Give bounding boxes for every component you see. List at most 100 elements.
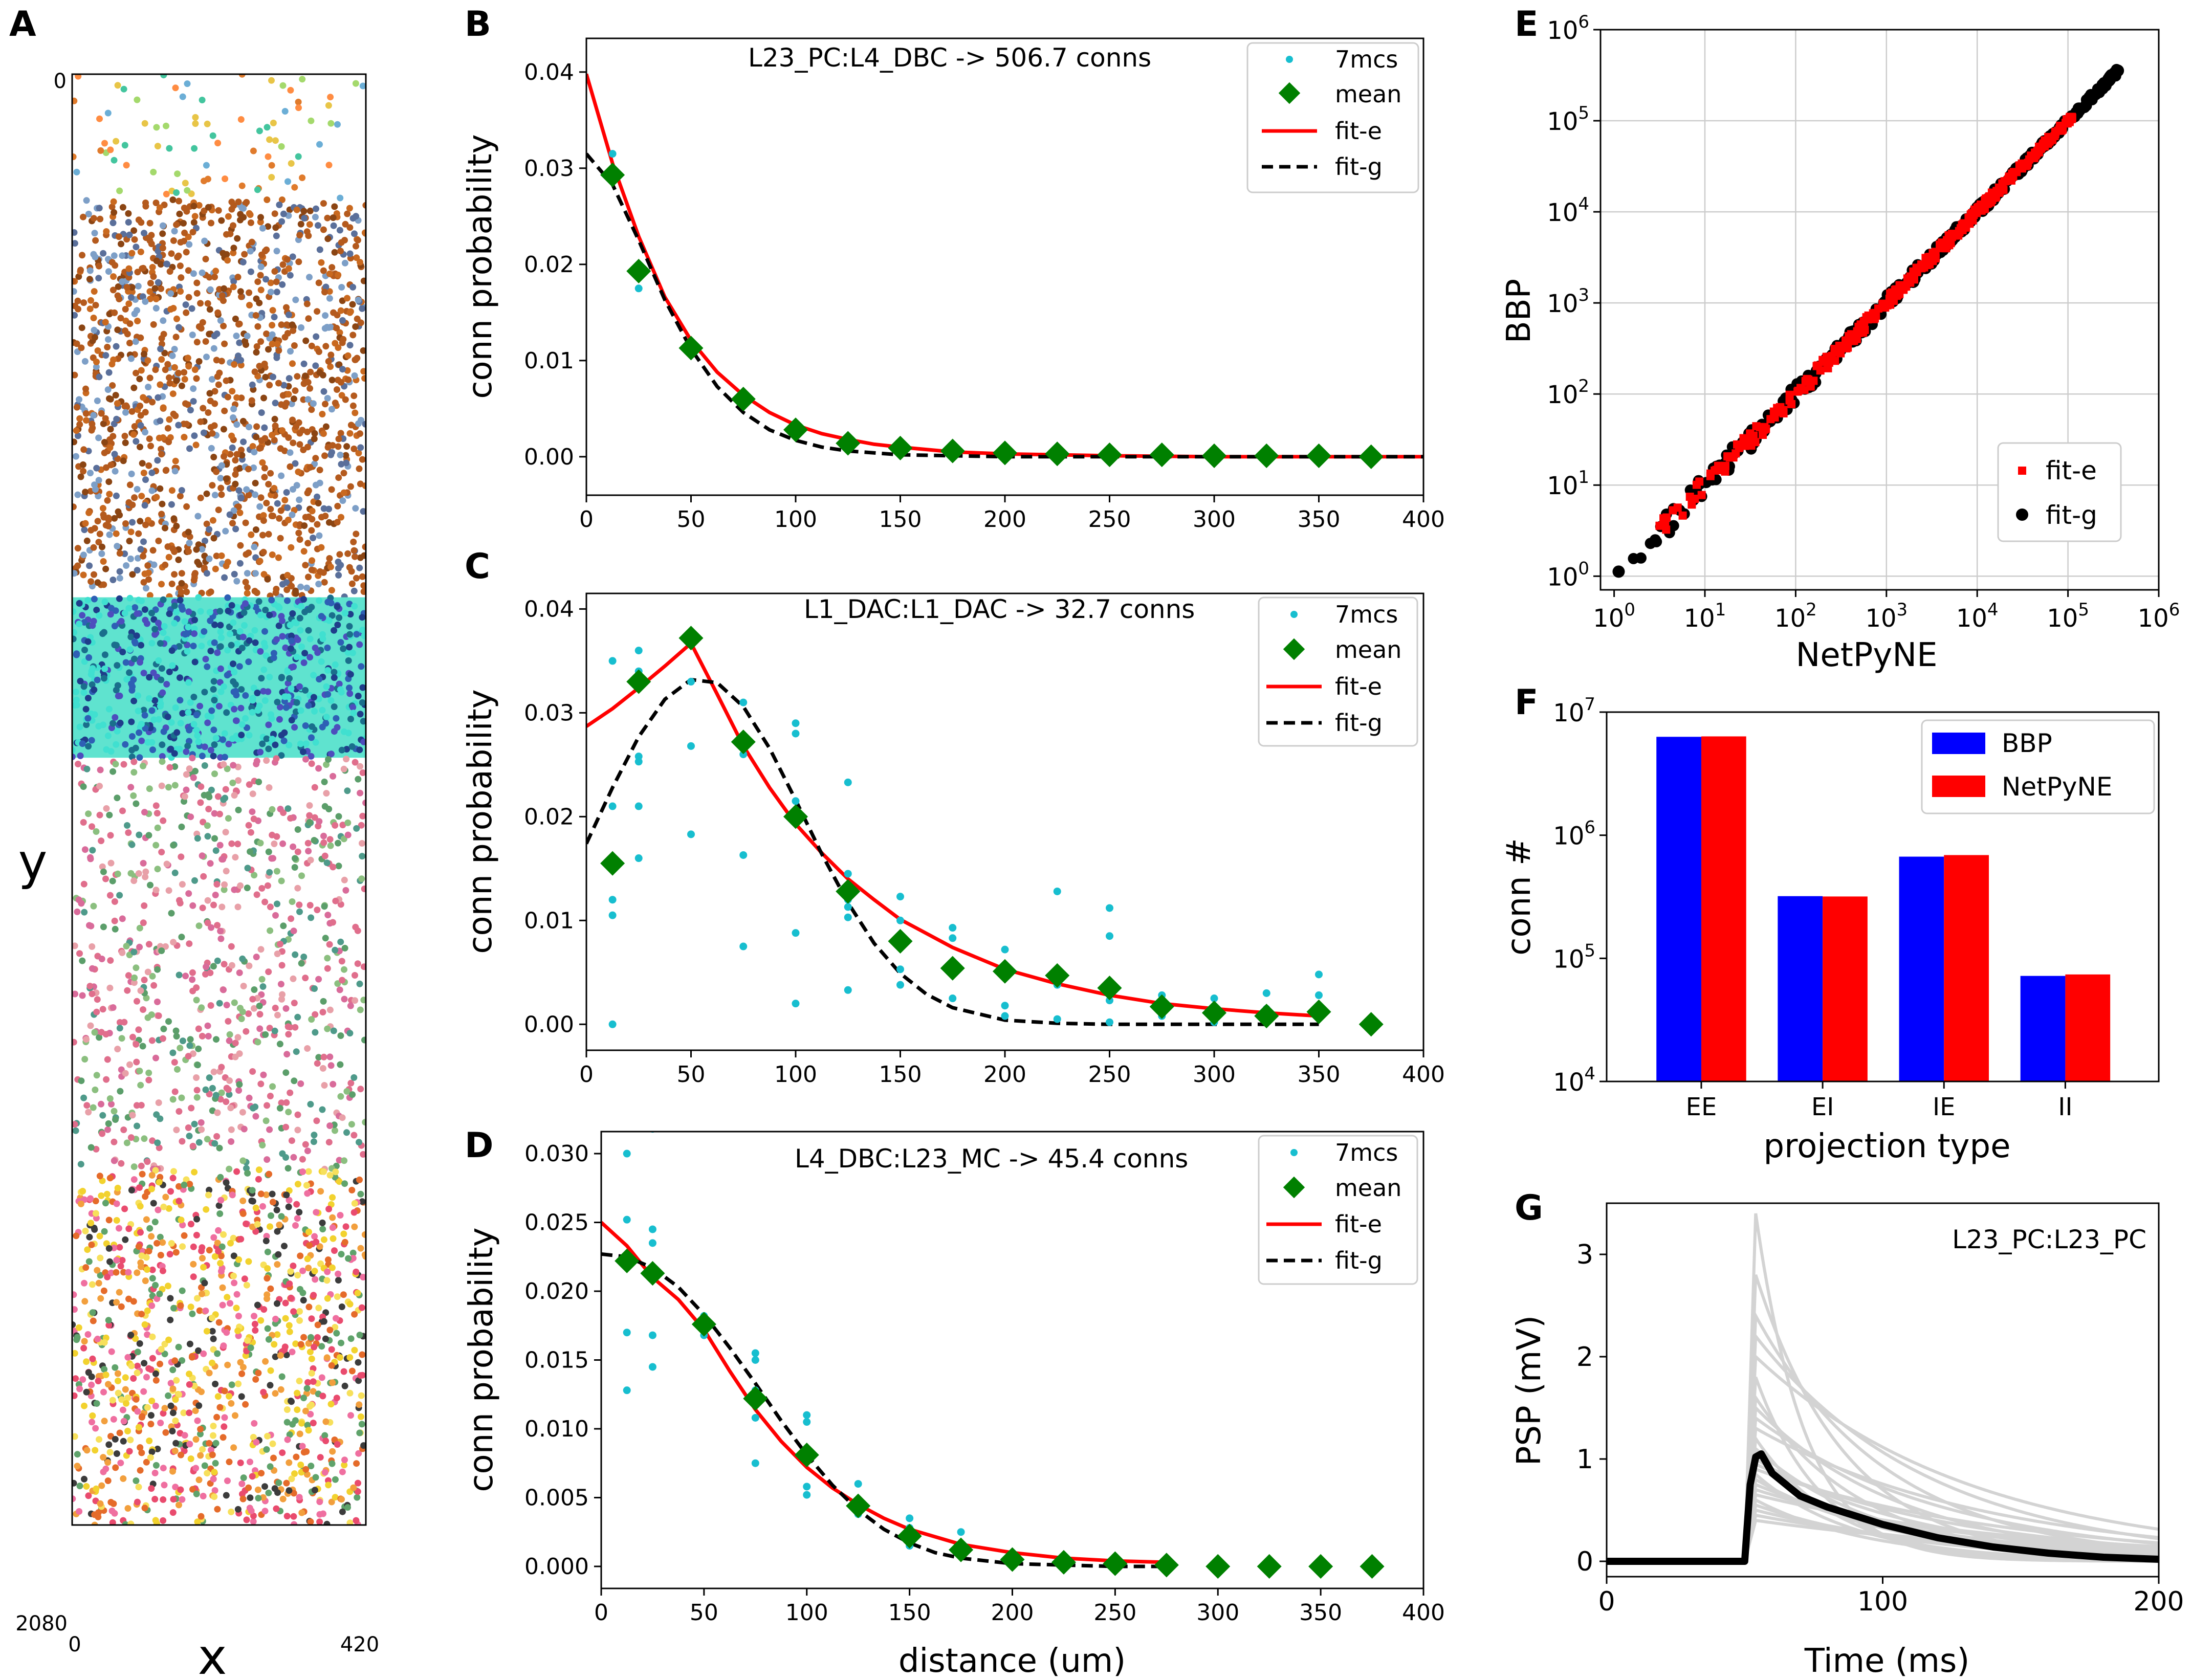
neuron-dot-l4 <box>155 716 162 723</box>
neuron-dot-l23 <box>164 543 171 550</box>
panel-d-mean-point <box>1205 1554 1231 1579</box>
neuron-dot-l4 <box>159 753 166 760</box>
neuron-dot-l5 <box>96 811 103 819</box>
neuron-dot-l23 <box>130 384 138 391</box>
panel-c-7mcs-point <box>949 924 957 932</box>
neuron-dot-l6 <box>178 1451 184 1458</box>
neuron-dot-l6 <box>245 1258 252 1265</box>
neuron-dot-l4 <box>113 642 120 649</box>
neuron-dot-l4 <box>217 622 224 629</box>
neuron-dot-l6 <box>130 1375 137 1382</box>
neuron-dot-l6 <box>109 1519 116 1525</box>
neuron-dot-l5 <box>136 1068 143 1074</box>
neuron-dot-l6 <box>297 1462 304 1468</box>
neuron-dot-l4 <box>291 724 298 731</box>
neuron-dot-l6 <box>286 1280 293 1287</box>
panel-c-x-tick-label: 350 <box>1298 1062 1341 1088</box>
neuron-dot-l23 <box>74 491 81 498</box>
neuron-dot-l23 <box>331 249 338 256</box>
neuron-dot-l6 <box>351 1200 358 1207</box>
neuron-dot-l5 <box>249 790 256 798</box>
neuron-dot-l23 <box>93 363 100 370</box>
neuron-dot-l5 <box>220 761 227 768</box>
neuron-dot-l6 <box>87 1220 94 1227</box>
neuron-dot-l23 <box>147 280 154 286</box>
neuron-dot-l5 <box>171 782 179 789</box>
neuron-dot-l23 <box>302 514 309 521</box>
neuron-dot-l5 <box>347 1002 354 1009</box>
neuron-dot-l5 <box>109 768 117 775</box>
neuron-dot-l23 <box>362 421 366 428</box>
neuron-dot-l6 <box>251 1320 258 1328</box>
neuron-dot-l6 <box>316 1518 323 1525</box>
neuron-dot-l5 <box>249 996 256 1003</box>
neuron-dot-l1 <box>120 85 127 93</box>
neuron-dot-l5 <box>210 1068 217 1075</box>
panel-d-legend-fit-g: fit-g <box>1335 1247 1383 1274</box>
neuron-dot-l5 <box>172 1027 180 1034</box>
neuron-dot-l6 <box>310 1292 317 1299</box>
neuron-dot-l5 <box>176 971 183 979</box>
neuron-dot-l23 <box>116 550 123 557</box>
panel-d-title: L4_DBC:L23_MC -> 45.4 conns <box>795 1144 1188 1174</box>
panel-c-7mcs-point <box>896 965 904 974</box>
neuron-dot-l23 <box>288 583 295 590</box>
neuron-dot-l6 <box>304 1379 312 1386</box>
neuron-dot-l23 <box>82 410 90 417</box>
neuron-dot-l1 <box>114 82 121 89</box>
panel-d-mean-point <box>640 1261 665 1286</box>
neuron-dot-l23 <box>295 258 302 266</box>
neuron-dot-l23 <box>157 381 164 388</box>
neuron-dot-l6 <box>95 1378 102 1384</box>
neuron-dot-l5 <box>330 919 336 926</box>
neuron-dot-l5 <box>195 1045 202 1052</box>
neuron-dot-l5 <box>194 1062 201 1069</box>
neuron-dot-l23 <box>288 400 295 407</box>
neuron-dot-l6 <box>108 1508 116 1514</box>
neuron-dot-l23 <box>145 569 152 577</box>
neuron-dot-l23 <box>223 231 230 238</box>
neuron-dot-l5 <box>116 1025 123 1032</box>
neuron-dot-l6 <box>224 1477 231 1485</box>
neuron-dot-l23 <box>90 412 97 419</box>
neuron-dot-l5 <box>114 870 121 877</box>
neuron-dot-l23 <box>183 309 190 316</box>
neuron-dot-l23 <box>242 519 249 526</box>
neuron-dot-l23 <box>244 570 251 577</box>
panel-c-7mcs-point <box>1315 991 1323 999</box>
neuron-dot-l23 <box>218 552 225 559</box>
neuron-dot-l6 <box>150 1200 157 1207</box>
neuron-dot-l4 <box>282 644 289 651</box>
neuron-dot-l5 <box>211 770 218 778</box>
panel-d-7mcs-point <box>751 1459 759 1467</box>
neuron-dot-l4 <box>302 722 309 729</box>
neuron-dot-l23 <box>306 274 313 281</box>
neuron-dot-l4 <box>262 606 269 613</box>
neuron-dot-l6 <box>354 1290 361 1297</box>
neuron-dot-l23 <box>237 495 245 502</box>
neuron-dot-l6 <box>134 1369 141 1377</box>
neuron-dot-l4 <box>167 745 174 753</box>
neuron-dot-l4 <box>126 646 134 653</box>
neuron-dot-l23 <box>113 415 120 423</box>
neuron-dot-l23 <box>142 429 148 436</box>
neuron-dot-l23 <box>292 460 299 467</box>
neuron-dot-l6 <box>353 1517 360 1524</box>
neuron-dot-l23 <box>272 422 279 429</box>
neuron-dot-l1 <box>334 121 341 128</box>
neuron-dot-l6 <box>332 1168 339 1176</box>
neuron-dot-l1 <box>192 114 199 121</box>
neuron-dot-l23 <box>249 443 256 450</box>
neuron-dot-l5 <box>362 1119 366 1126</box>
neuron-dot-l23 <box>253 343 260 350</box>
neuron-dot-l5 <box>226 1077 233 1084</box>
neuron-dot-l4 <box>214 649 221 656</box>
neuron-dot-l4 <box>236 628 244 635</box>
neuron-dot-l23 <box>185 294 192 301</box>
neuron-dot-l6 <box>172 1440 180 1447</box>
neuron-dot-l5 <box>81 846 89 853</box>
neuron-dot-l6 <box>96 1436 102 1443</box>
neuron-dot-l23 <box>72 278 76 285</box>
panel-d-mean-point <box>615 1248 640 1273</box>
neuron-dot-l23 <box>259 532 266 539</box>
